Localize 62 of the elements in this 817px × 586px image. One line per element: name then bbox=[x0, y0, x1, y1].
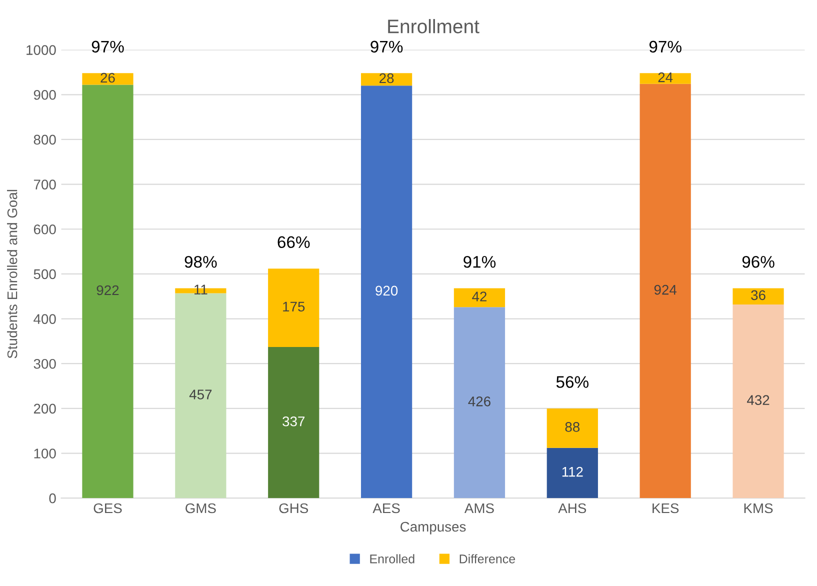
x-axis-title: Campuses bbox=[400, 522, 466, 534]
annotation: 98% bbox=[184, 256, 217, 268]
bar bbox=[640, 73, 691, 84]
bar bbox=[454, 307, 506, 498]
data-label: 24 bbox=[658, 72, 673, 82]
bar bbox=[360, 73, 412, 86]
chart-title: Enrollment bbox=[388, 19, 480, 34]
data-label: 426 bbox=[468, 396, 490, 406]
bar bbox=[175, 293, 226, 498]
bar bbox=[732, 288, 784, 304]
data-label: 28 bbox=[380, 73, 394, 84]
data-label: 457 bbox=[189, 390, 212, 400]
annotation: 66% bbox=[278, 236, 310, 248]
x-tick-label: AHS bbox=[558, 503, 586, 514]
data-label: 26 bbox=[100, 72, 115, 83]
annotation: 97% bbox=[649, 40, 682, 53]
x-tick-label: GES bbox=[94, 503, 122, 514]
x-tick-label: AMS bbox=[464, 503, 494, 514]
data-label: 175 bbox=[283, 302, 305, 312]
y-tick-label: 0 bbox=[49, 493, 56, 504]
bar bbox=[640, 84, 691, 498]
bar bbox=[732, 304, 784, 498]
data-label: 36 bbox=[751, 290, 766, 300]
annotation: 91% bbox=[464, 256, 496, 268]
data-label: 112 bbox=[562, 466, 583, 477]
annotation: 96% bbox=[742, 256, 774, 268]
y-axis-title: Students Enrolled and Goal bbox=[7, 190, 18, 358]
x-tick-label: KMS bbox=[744, 503, 773, 514]
bar bbox=[82, 84, 134, 498]
x-tick-label: AES bbox=[372, 503, 400, 514]
x-tick-label: GHS bbox=[279, 503, 308, 514]
bar bbox=[454, 288, 506, 308]
y-tick-label: 100 bbox=[34, 448, 56, 458]
data-label: 88 bbox=[565, 422, 580, 432]
data-label: 924 bbox=[654, 284, 677, 295]
bar bbox=[268, 268, 320, 348]
annotation: 56% bbox=[556, 376, 588, 388]
y-tick-label: 600 bbox=[34, 224, 56, 234]
bar bbox=[82, 73, 134, 85]
data-label: 337 bbox=[282, 416, 304, 426]
data-label: 922 bbox=[96, 285, 119, 296]
y-tick-label: 700 bbox=[34, 180, 56, 190]
bar bbox=[360, 86, 412, 498]
x-tick-label: KES bbox=[652, 503, 679, 514]
y-tick-label: 1000 bbox=[26, 45, 56, 55]
legend-label: Enrolled bbox=[370, 554, 414, 564]
annotation: 97% bbox=[92, 40, 124, 53]
x-tick-label: GMS bbox=[186, 503, 216, 514]
y-tick-label: 800 bbox=[34, 134, 56, 145]
y-tick-label: 900 bbox=[34, 90, 56, 100]
data-label: 42 bbox=[472, 292, 487, 302]
data-label: 920 bbox=[376, 286, 398, 296]
bar bbox=[546, 448, 598, 498]
bar bbox=[546, 408, 598, 448]
annotation: 97% bbox=[370, 40, 403, 53]
bar bbox=[268, 347, 320, 498]
y-tick-label: 200 bbox=[34, 404, 56, 414]
y-tick-label: 500 bbox=[34, 269, 56, 280]
y-tick-label: 300 bbox=[34, 358, 56, 369]
data-label: 432 bbox=[747, 395, 770, 405]
legend-label: Difference bbox=[460, 554, 516, 564]
y-tick-label: 400 bbox=[34, 314, 56, 324]
